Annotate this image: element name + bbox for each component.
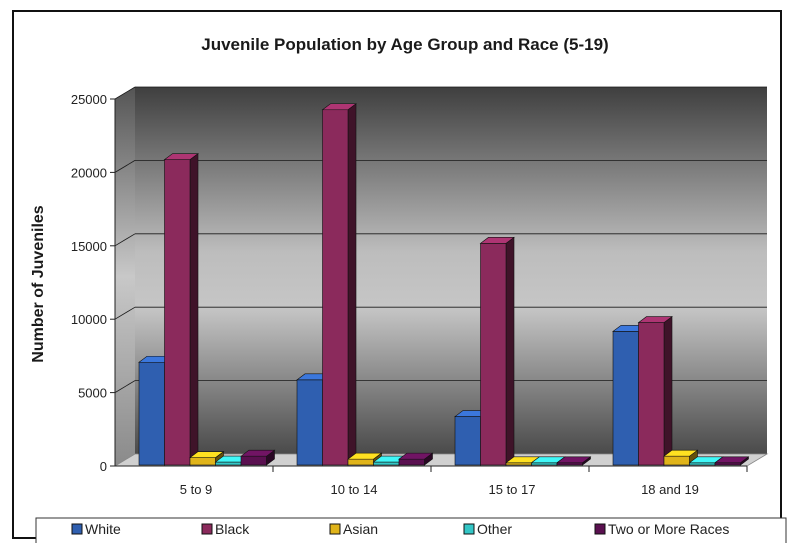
gridline-side bbox=[114, 86, 136, 100]
bar-front bbox=[556, 462, 583, 466]
legend-label: Asian bbox=[343, 521, 378, 537]
bar bbox=[321, 103, 357, 466]
bar-front bbox=[240, 455, 267, 466]
y-tick-label: 10000 bbox=[71, 312, 107, 327]
legend: White Black Asian Other Two or More Races bbox=[35, 517, 787, 543]
legend-label: Two or More Races bbox=[608, 521, 729, 537]
legend-swatch bbox=[201, 523, 213, 535]
bar-front bbox=[612, 331, 639, 466]
bar-top bbox=[556, 456, 592, 464]
bar-top bbox=[479, 237, 515, 244]
gridline-side bbox=[114, 380, 136, 393]
legend-swatch bbox=[71, 523, 83, 535]
x-tick-label: 18 and 19 bbox=[641, 482, 699, 497]
bar-front bbox=[322, 109, 349, 466]
bar-front bbox=[454, 416, 481, 466]
bar bbox=[398, 452, 434, 466]
bar-top bbox=[663, 449, 699, 457]
bar bbox=[714, 456, 750, 466]
x-tick-label: 10 to 14 bbox=[331, 482, 378, 497]
bar-front bbox=[164, 159, 191, 466]
bar-top bbox=[189, 451, 225, 458]
bar-top bbox=[240, 449, 276, 457]
bar-front bbox=[480, 243, 507, 466]
gridline-side bbox=[114, 306, 136, 320]
bar-top bbox=[714, 456, 750, 464]
plot-area: 0 5000 10000 15000 20000 25000 5 to 9 10 to 14 1… bbox=[71, 86, 769, 497]
legend-label: White bbox=[85, 521, 121, 537]
bar-side bbox=[663, 316, 673, 466]
bar bbox=[556, 456, 592, 466]
legend-swatch bbox=[329, 523, 341, 535]
y-tick-label: 0 bbox=[100, 459, 107, 474]
y-tick-label: 15000 bbox=[71, 239, 107, 254]
bar bbox=[240, 449, 276, 466]
bar bbox=[479, 236, 515, 466]
bar-front bbox=[505, 462, 532, 466]
chart-title: Juvenile Population by Age Group and Rac… bbox=[201, 35, 608, 54]
bar-front bbox=[373, 461, 400, 466]
bar-front bbox=[138, 361, 165, 466]
bar-front bbox=[638, 322, 665, 466]
x-tick-label: 5 to 9 bbox=[180, 482, 213, 497]
bar bbox=[637, 316, 673, 466]
bar-front bbox=[189, 457, 216, 466]
legend-swatch bbox=[463, 523, 475, 535]
bar-front bbox=[714, 462, 741, 466]
bar-front bbox=[663, 455, 690, 466]
legend-box bbox=[35, 517, 787, 543]
bar-front bbox=[296, 379, 323, 466]
y-axis-label: Number of Juveniles bbox=[30, 205, 47, 362]
bar bbox=[163, 153, 199, 466]
side-wall bbox=[115, 87, 135, 466]
bar-front bbox=[689, 462, 716, 466]
x-tick-label: 15 to 17 bbox=[489, 482, 536, 497]
bar-top bbox=[637, 316, 673, 323]
bar-front bbox=[215, 461, 242, 466]
bar-front bbox=[531, 462, 558, 466]
bar-side bbox=[347, 103, 357, 466]
bar bbox=[530, 456, 566, 466]
y-tick-label: 25000 bbox=[71, 92, 107, 107]
legend-label: Other bbox=[477, 521, 512, 537]
bar-front bbox=[398, 458, 425, 466]
bar-top bbox=[398, 452, 434, 460]
bar-front bbox=[347, 458, 374, 466]
legend-swatch bbox=[594, 523, 606, 535]
bar-top bbox=[347, 452, 383, 460]
legend-label: Black bbox=[215, 521, 250, 537]
bar-top bbox=[163, 153, 199, 160]
bar-top bbox=[321, 103, 357, 111]
bar-side bbox=[189, 153, 199, 466]
y-tick-label: 20000 bbox=[71, 165, 107, 180]
bar-side bbox=[505, 236, 515, 466]
gridline-side bbox=[114, 233, 136, 247]
y-tick-label: 5000 bbox=[78, 386, 107, 401]
gridline-side bbox=[114, 160, 136, 173]
